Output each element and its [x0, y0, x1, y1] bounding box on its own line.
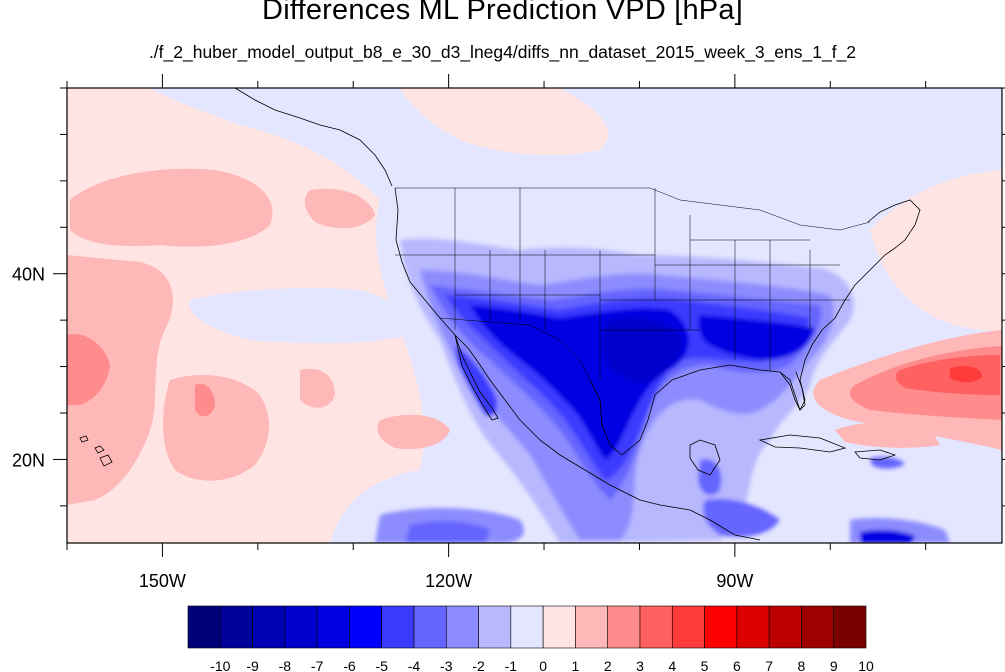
state-lines-h	[395, 239, 850, 331]
north-america-west-coast	[394, 187, 761, 541]
colorbar-swatch	[607, 605, 641, 649]
colorbar-labels: -10 -9 -8 -7 -6 -5 -4 -3 -2 -1 0 1 2 3 4 5 6 7 8 9 10	[210, 658, 874, 672]
lon-tick-label: 150W	[139, 571, 186, 591]
colorbar-swatch	[671, 605, 705, 649]
colorbar-swatch	[284, 605, 318, 649]
field-negative-colombia-core	[860, 529, 915, 543]
field-negative-pacific-south-core	[405, 520, 490, 543]
colorbar-swatch	[542, 605, 576, 649]
us-mexico-border	[439, 317, 591, 381]
colorbar-label: 10	[858, 658, 874, 672]
colorbar-label: -3	[440, 658, 453, 672]
colorbar-label: 3	[636, 658, 644, 672]
field-positive-3	[895, 355, 1000, 395]
colorbar-swatch	[833, 605, 867, 649]
colorbar-swatch	[639, 605, 673, 649]
colorbar-swatch	[801, 605, 835, 649]
colorbar-label: 6	[733, 658, 741, 672]
alaska-panhandle	[234, 88, 393, 187]
political-borders	[395, 187, 871, 381]
colorbar	[187, 605, 867, 649]
hawaii-2	[94, 445, 105, 454]
colorbar-swatch	[252, 605, 286, 649]
map-frame	[66, 87, 1003, 544]
axis-tick-labels: 150W 120W 90W 40N 20N	[12, 265, 753, 591]
field-negative-5b	[698, 315, 815, 360]
colorbar-label: 9	[830, 658, 838, 672]
colorbar-label: -1	[505, 658, 518, 672]
colorbar-swatch	[413, 605, 447, 649]
field-negative-6	[602, 318, 681, 382]
colorbar-swatch	[478, 605, 512, 649]
baja-peninsula	[454, 334, 499, 421]
colorbar-swatch	[575, 605, 609, 649]
colorbar-label: -5	[375, 658, 388, 672]
chart-subtitle: ./f_2_huber_model_output_b8_e_30_d3_lneg…	[148, 42, 857, 62]
colorbar-label: -4	[408, 658, 421, 672]
colorbar-label: -10	[210, 658, 230, 672]
colorbar-label: -9	[246, 658, 259, 672]
field-positive-4	[950, 366, 982, 383]
field-near-zero-patch	[400, 88, 608, 156]
colorbar-label: -7	[311, 658, 324, 672]
lon-tick-label: 90W	[716, 571, 753, 591]
colorbar-swatch	[381, 605, 415, 649]
lat-tick-label: 20N	[12, 450, 45, 470]
colorbar-label: 8	[798, 658, 806, 672]
yucatan	[689, 439, 721, 476]
colorbar-label: 0	[539, 658, 547, 672]
cuba	[758, 434, 847, 453]
colorbar-label: -8	[279, 658, 292, 672]
field-negative-caribbean	[698, 459, 722, 496]
colorbar-label: 5	[701, 658, 709, 672]
colorbar-swatch	[349, 605, 383, 649]
colorbar-swatch	[736, 605, 770, 649]
colorbar-swatch	[219, 605, 253, 649]
gulf-coast	[589, 199, 921, 456]
colorbar-swatch	[704, 605, 738, 649]
colorbar-label: -2	[472, 658, 485, 672]
coastlines	[79, 88, 921, 541]
colorbar-swatch	[316, 605, 350, 649]
vpd-difference-field	[67, 88, 1002, 543]
colorbar-label: 2	[604, 658, 612, 672]
hawaii-1	[79, 435, 89, 443]
colorbar-swatch	[510, 605, 544, 649]
lat-tick-label: 40N	[12, 265, 45, 285]
colorbar-label: 1	[572, 658, 580, 672]
colorbar-label: 4	[668, 658, 676, 672]
colorbar-swatch	[187, 605, 221, 649]
lon-tick-label: 120W	[425, 571, 472, 591]
chart-title: Differences ML Prediction VPD [hPa]	[262, 0, 743, 26]
hawaii-3	[99, 454, 113, 467]
axis-ticks	[53, 74, 1005, 557]
florida	[779, 371, 806, 411]
colorbar-label: -6	[343, 658, 356, 672]
hispaniola	[854, 449, 897, 461]
colorbar-swatch	[768, 605, 802, 649]
colorbar-swatch	[445, 605, 479, 649]
colorbar-label: 7	[765, 658, 773, 672]
